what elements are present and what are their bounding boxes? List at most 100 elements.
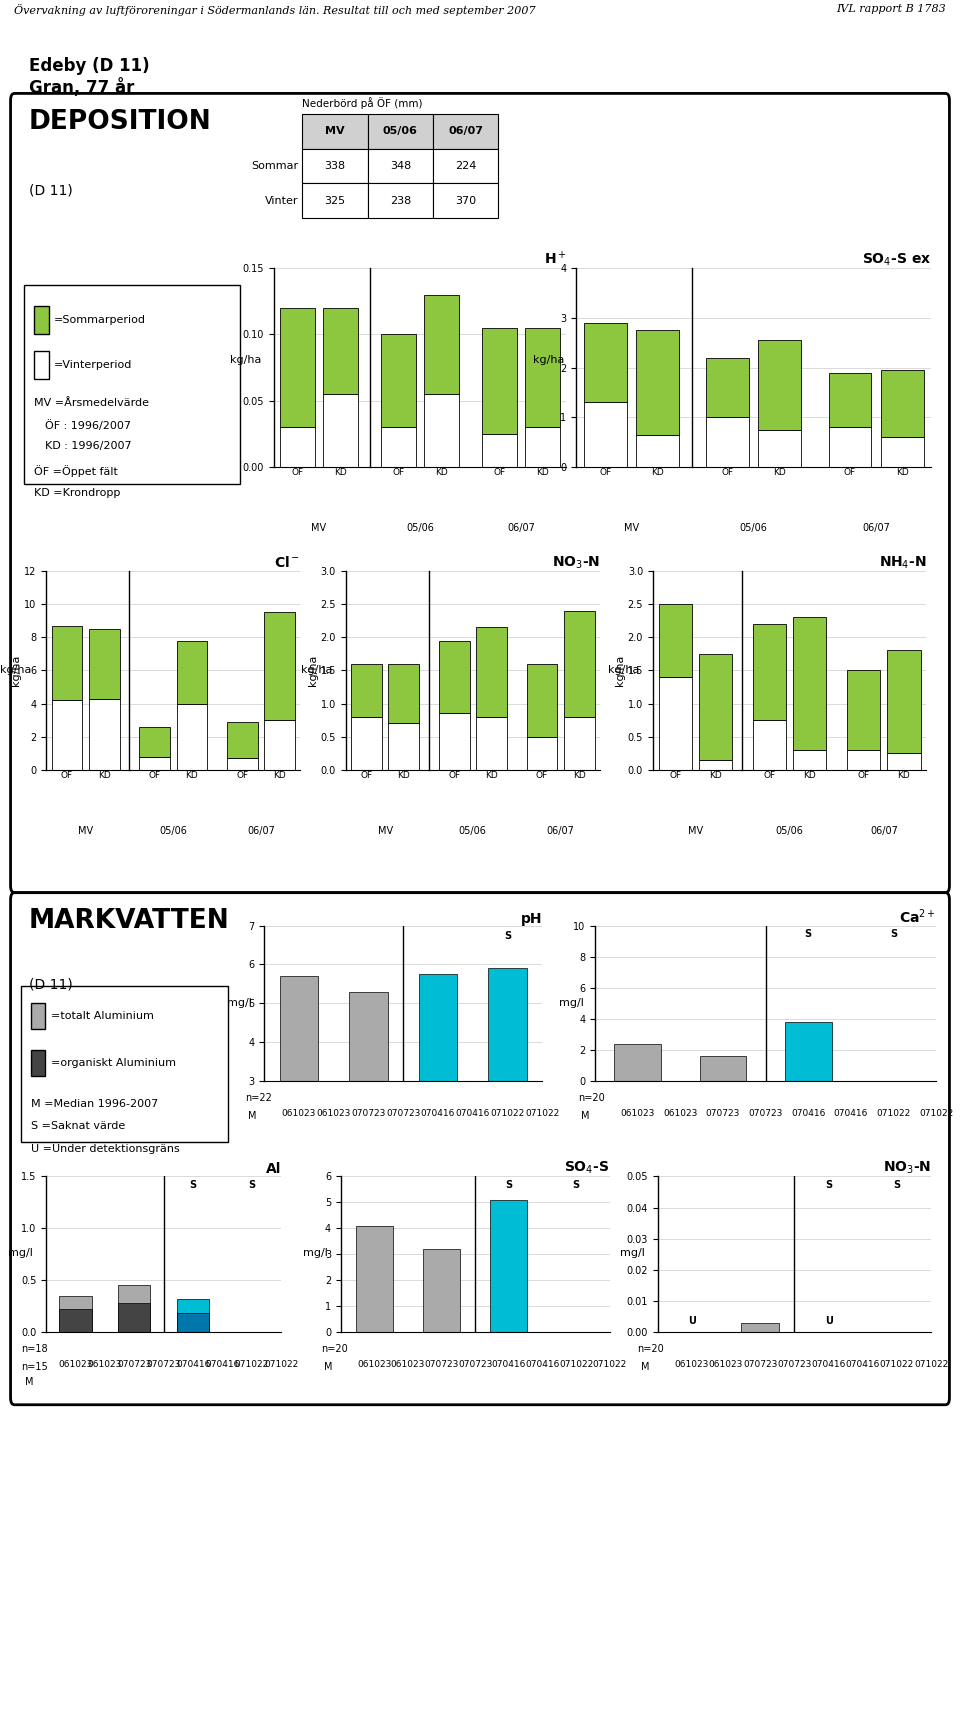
Bar (887, 650, 921, 753)
Text: 070723: 070723 (778, 1360, 811, 1368)
Text: 224: 224 (455, 161, 476, 171)
Text: 071022: 071022 (525, 1109, 560, 1118)
Text: mg/l: mg/l (8, 1247, 33, 1258)
Bar (584, 324, 627, 403)
Text: S: S (249, 1180, 255, 1190)
Text: KD =Krondropp: KD =Krondropp (34, 488, 120, 498)
Text: 061023: 061023 (708, 1360, 743, 1368)
Text: Ca$^{2+}$: Ca$^{2+}$ (900, 907, 936, 926)
Text: MV =Årsmedelvärde: MV =Årsmedelvärde (34, 398, 149, 408)
Text: S: S (825, 1180, 832, 1190)
Bar (525, 427, 560, 467)
Bar (828, 427, 872, 467)
Text: 070723: 070723 (424, 1360, 459, 1368)
Bar (227, 758, 257, 770)
Bar (419, 974, 457, 1197)
Text: Edeby (D 11): Edeby (D 11) (29, 57, 150, 74)
Text: 06/07: 06/07 (870, 825, 898, 836)
Text: Vinter: Vinter (265, 195, 299, 206)
Text: S: S (189, 1180, 197, 1190)
Text: 070723: 070723 (351, 1109, 386, 1118)
Bar (381, 334, 417, 427)
Text: mg/l: mg/l (620, 1247, 645, 1258)
Text: SO$_4$-S: SO$_4$-S (564, 1161, 610, 1176)
Bar (793, 749, 827, 770)
Text: 070416: 070416 (492, 1360, 526, 1368)
Bar (52, 626, 83, 701)
Text: U =Under detektionsgräns: U =Under detektionsgräns (31, 1144, 180, 1154)
Bar (139, 727, 170, 756)
Text: kg/ha: kg/ha (229, 355, 261, 365)
Bar (758, 429, 801, 467)
Text: SO$_4$-S ex: SO$_4$-S ex (862, 253, 931, 268)
Bar (177, 1299, 209, 1332)
Text: =totalt Aluminium: =totalt Aluminium (51, 1012, 154, 1021)
Text: Gran, 77 år: Gran, 77 år (29, 78, 134, 97)
Text: S: S (504, 931, 511, 941)
Text: n=22: n=22 (245, 1093, 272, 1104)
Text: 070416: 070416 (811, 1360, 846, 1368)
Text: 070723: 070723 (749, 1109, 782, 1118)
Text: n=20: n=20 (637, 1344, 664, 1355)
Text: 070416: 070416 (791, 1109, 826, 1118)
Bar (227, 721, 257, 758)
Text: 370: 370 (455, 195, 476, 206)
Text: 071022: 071022 (876, 1109, 910, 1118)
Bar (349, 991, 388, 1197)
Text: 325: 325 (324, 195, 346, 206)
Text: =organiskt Aluminium: =organiskt Aluminium (51, 1059, 176, 1067)
Text: 061023: 061023 (620, 1109, 655, 1118)
Bar (177, 640, 207, 704)
Text: H$^+$: H$^+$ (543, 249, 566, 266)
Text: 071022: 071022 (235, 1360, 269, 1368)
Text: 238: 238 (390, 195, 411, 206)
Text: 06/07: 06/07 (546, 825, 574, 836)
Bar (439, 640, 469, 713)
Text: 06/07: 06/07 (247, 825, 275, 836)
Bar (482, 434, 517, 467)
Bar (177, 704, 207, 770)
Y-axis label: kg/ha: kg/ha (614, 654, 625, 687)
Bar (482, 329, 517, 434)
Bar (264, 612, 295, 720)
Text: n=18: n=18 (21, 1344, 48, 1355)
Text: (D 11): (D 11) (29, 183, 73, 197)
Bar (636, 330, 679, 434)
Text: MV: MV (78, 825, 93, 836)
Text: pH: pH (521, 912, 542, 926)
Bar (351, 664, 382, 716)
Bar (177, 1313, 209, 1332)
Text: =Vinterperiod: =Vinterperiod (54, 360, 132, 370)
Text: 071022: 071022 (264, 1360, 299, 1368)
Text: ÖF : 1996/2007: ÖF : 1996/2007 (45, 420, 132, 431)
Bar (323, 308, 358, 394)
Text: 071022: 071022 (919, 1109, 953, 1118)
Text: 06/07: 06/07 (862, 522, 890, 533)
Text: 071022: 071022 (880, 1360, 914, 1368)
Text: 05/06: 05/06 (459, 825, 487, 836)
Bar (753, 720, 786, 770)
Bar (828, 372, 872, 427)
Bar (423, 1249, 460, 1332)
Text: 070416: 070416 (176, 1360, 210, 1368)
Text: MARKVATTEN: MARKVATTEN (29, 908, 229, 934)
Bar (60, 1310, 91, 1332)
Bar (381, 427, 417, 467)
Text: Al: Al (266, 1163, 281, 1176)
Bar (564, 611, 594, 716)
Text: 05/06: 05/06 (383, 126, 418, 137)
Text: MV: MV (624, 522, 638, 533)
Text: M: M (581, 1111, 589, 1121)
Bar (887, 753, 921, 770)
Bar (614, 1043, 661, 1081)
Bar (564, 716, 594, 770)
Text: M: M (324, 1362, 333, 1372)
Text: MV: MV (377, 825, 393, 836)
Text: 06/07: 06/07 (448, 126, 483, 137)
Text: 070723: 070723 (706, 1109, 740, 1118)
Bar (699, 759, 732, 770)
Text: Cl$^-$: Cl$^-$ (275, 555, 300, 569)
Text: S: S (505, 1180, 513, 1190)
Bar (280, 427, 315, 467)
Text: 070416: 070416 (420, 1109, 455, 1118)
